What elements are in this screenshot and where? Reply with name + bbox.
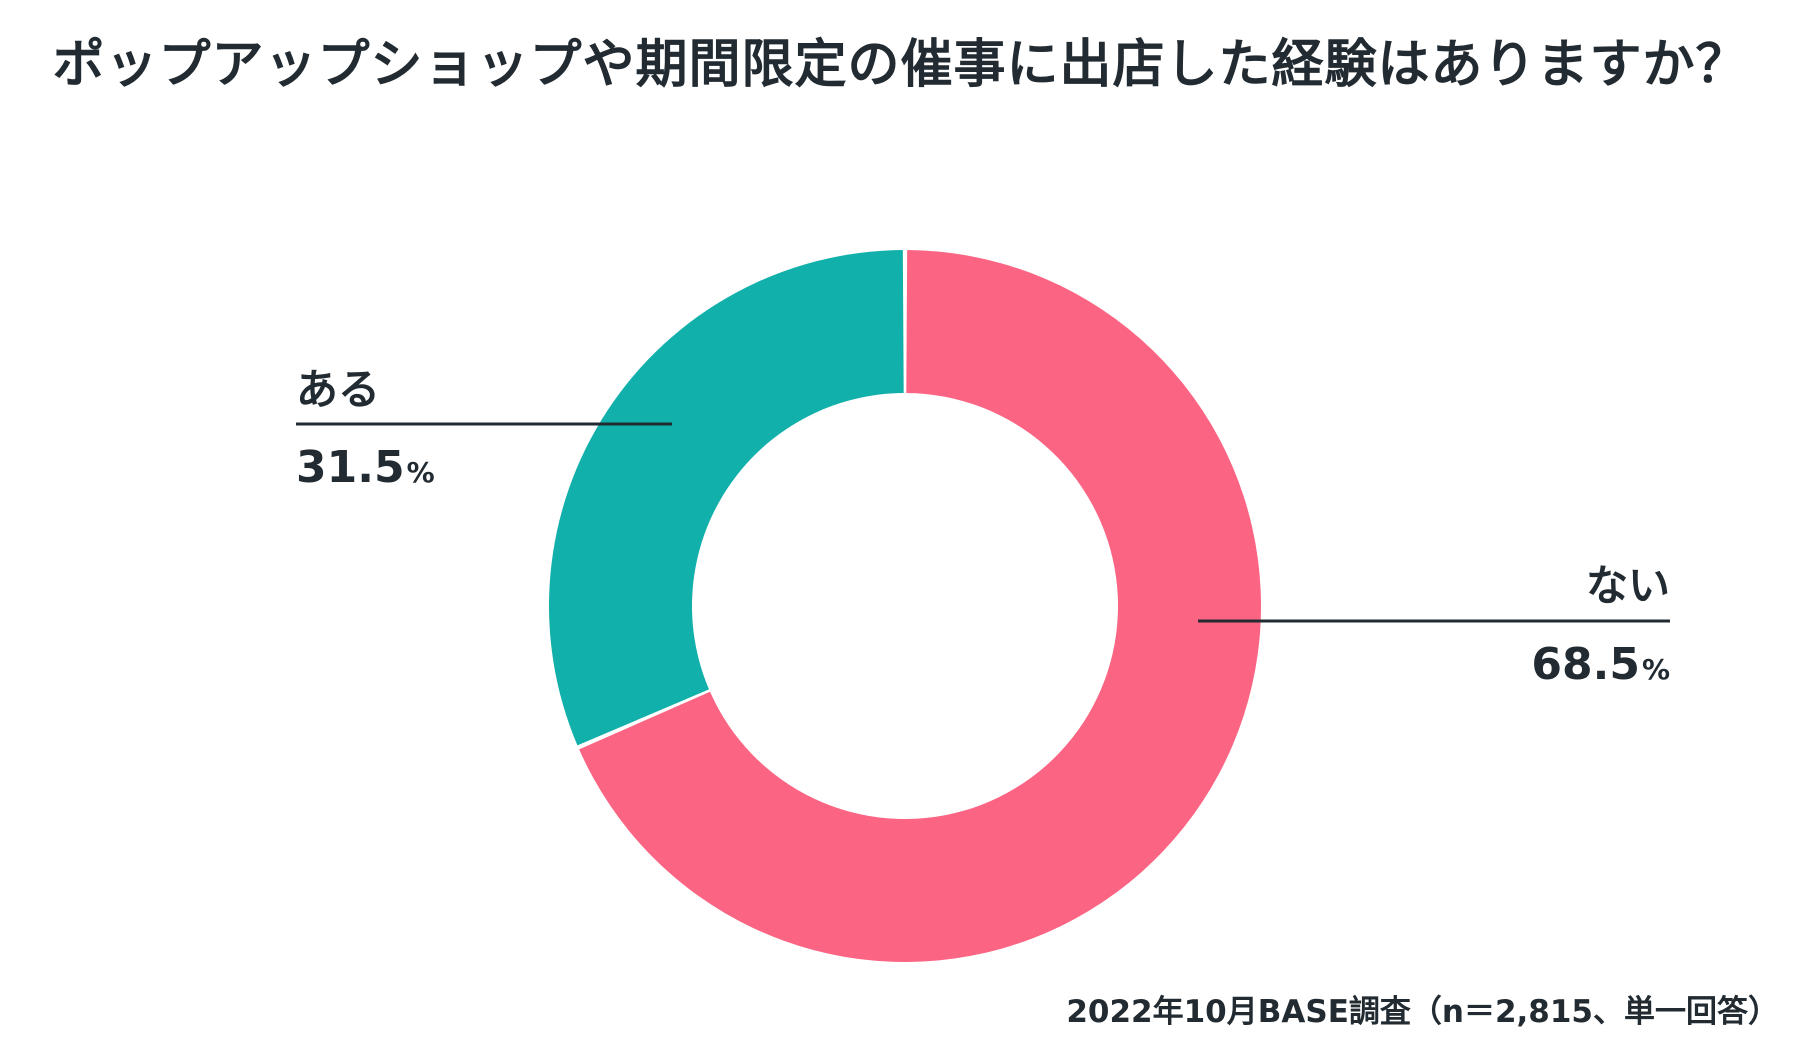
slice-value-nai: 68.5% (1531, 639, 1670, 690)
donut-slice-nai (579, 250, 1262, 963)
slice-value-number-nai: 68.5 (1531, 639, 1640, 690)
chart-title: ポップアップショップや期間限定の催事に出店した経験はありますか？ (52, 35, 1749, 95)
donut-slices (549, 250, 1262, 963)
slice-value-unit-aru: % (407, 456, 435, 489)
slice-value-unit-nai: % (1642, 653, 1670, 686)
donut-slice-aru (549, 250, 904, 746)
slice-value-number-aru: 31.5 (296, 442, 405, 493)
slice-label-aru: ある (296, 365, 380, 414)
slice-label-nai: ない (1586, 561, 1670, 610)
source-note: 2022年10月BASE調査（n＝2,815、単一回答） (1066, 994, 1779, 1030)
slice-value-aru: 31.5% (296, 442, 435, 493)
